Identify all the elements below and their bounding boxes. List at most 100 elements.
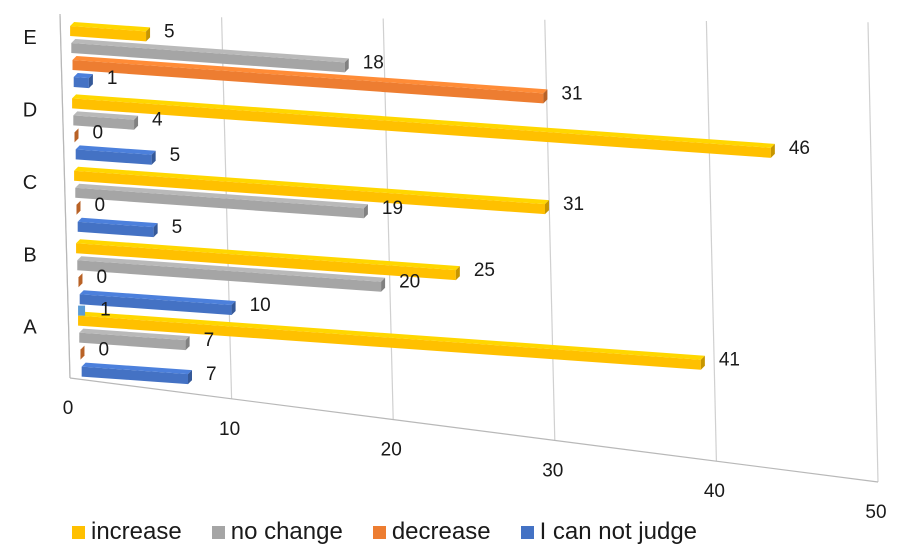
bar-no-change [71, 43, 345, 73]
bar-end [700, 355, 705, 370]
data-label: 10 [250, 295, 271, 316]
x-tick-label: 10 [219, 419, 240, 440]
bar-end [134, 115, 139, 130]
data-label: 5 [172, 217, 183, 238]
data-label: 46 [789, 138, 810, 159]
category-label: A [23, 317, 37, 339]
x-tick-label: 50 [865, 502, 886, 523]
bar-end [455, 266, 460, 281]
data-label: 5 [164, 21, 175, 42]
data-label: 18 [363, 52, 384, 73]
data-label: 7 [204, 330, 215, 351]
bar-end [363, 204, 368, 219]
bar-increase [76, 243, 456, 281]
bar-increase [74, 170, 545, 215]
extra-bar [78, 305, 86, 316]
bar-end [74, 128, 79, 143]
legend-label-decrease: decrease [391, 518, 491, 545]
bar-top [74, 166, 549, 205]
category-label: E [23, 27, 36, 49]
bar-no-change [75, 187, 364, 219]
legend-label-no-change: no change [230, 518, 343, 545]
bar-top [73, 111, 139, 120]
legend-swatch-cannot-judge [520, 525, 534, 539]
bar-top [81, 362, 192, 375]
bar-i-can-not-judge [75, 149, 152, 165]
gridline [705, 20, 717, 462]
data-label: 31 [561, 83, 582, 104]
bar-top [71, 39, 349, 63]
legend-label-cannot-judge: I can not judge [539, 518, 698, 545]
bar-decrease [72, 60, 544, 104]
bar-end [76, 200, 81, 215]
bar-top [79, 328, 190, 341]
gridline [867, 22, 879, 483]
data-label: 4 [152, 110, 163, 131]
legend-item-increase: increase [72, 518, 182, 546]
data-label: 19 [382, 198, 403, 219]
bar-top [76, 239, 460, 271]
bar-top [75, 145, 156, 155]
legend-label-increase: increase [91, 518, 182, 545]
data-label: 1 [100, 300, 111, 321]
x-tick-label: 40 [704, 481, 725, 502]
data-label: 25 [474, 260, 495, 281]
category-label: D [23, 99, 37, 121]
bar-end [770, 143, 775, 158]
bar-top [72, 56, 548, 94]
bar-no-change [79, 332, 186, 351]
data-label: 0 [96, 267, 107, 288]
bar-i-can-not-judge [73, 77, 89, 89]
bar-end [381, 277, 386, 292]
bar-top [78, 311, 705, 360]
bar-end [146, 27, 151, 42]
data-label: 41 [719, 350, 740, 371]
bar-top [75, 183, 368, 209]
bar-top [73, 73, 93, 79]
bar-end [153, 223, 158, 238]
bar-end [185, 336, 190, 351]
category-axis-line [59, 13, 71, 379]
data-label: 5 [170, 145, 181, 166]
legend-swatch-no-change [211, 525, 225, 539]
bar-end [231, 300, 236, 315]
bar-end [187, 370, 192, 385]
bar-end [80, 345, 85, 360]
bar-top [77, 217, 158, 228]
x-tick-label: 0 [63, 398, 74, 419]
legend-item-decrease: decrease [372, 518, 491, 546]
bar-end [544, 200, 549, 215]
bar-i-can-not-judge [79, 294, 232, 315]
bar-i-can-not-judge [81, 366, 188, 385]
legend-item-cannot-judge: I can not judge [520, 518, 698, 546]
data-label: 20 [399, 272, 420, 293]
bar-top [77, 256, 386, 282]
bar-i-can-not-judge [77, 221, 154, 238]
floor-line [69, 377, 879, 483]
bar-increase [72, 98, 771, 158]
x-tick-label: 20 [381, 440, 402, 461]
bar-end [78, 273, 83, 288]
bar-increase [78, 315, 701, 370]
data-label: 0 [94, 195, 105, 216]
bar-end [543, 89, 548, 104]
data-label: 0 [92, 122, 103, 143]
bar-end [151, 150, 156, 165]
legend: increase no change decrease I can not ju… [72, 518, 697, 546]
category-label: C [23, 172, 37, 194]
bar-no-change [77, 260, 382, 292]
x-tick-label: 30 [542, 460, 563, 481]
bar-top [79, 290, 236, 305]
data-label: 7 [206, 364, 217, 385]
bar-end [344, 58, 349, 73]
bar-increase [70, 26, 147, 42]
data-label: 0 [98, 340, 109, 361]
legend-swatch-increase [72, 525, 85, 539]
legend-item-no-change: no change [211, 518, 343, 546]
bar-end [88, 74, 93, 89]
bar-top [70, 22, 151, 32]
category-label: B [23, 244, 36, 266]
data-label: 1 [107, 68, 118, 89]
data-label: 31 [563, 194, 584, 215]
